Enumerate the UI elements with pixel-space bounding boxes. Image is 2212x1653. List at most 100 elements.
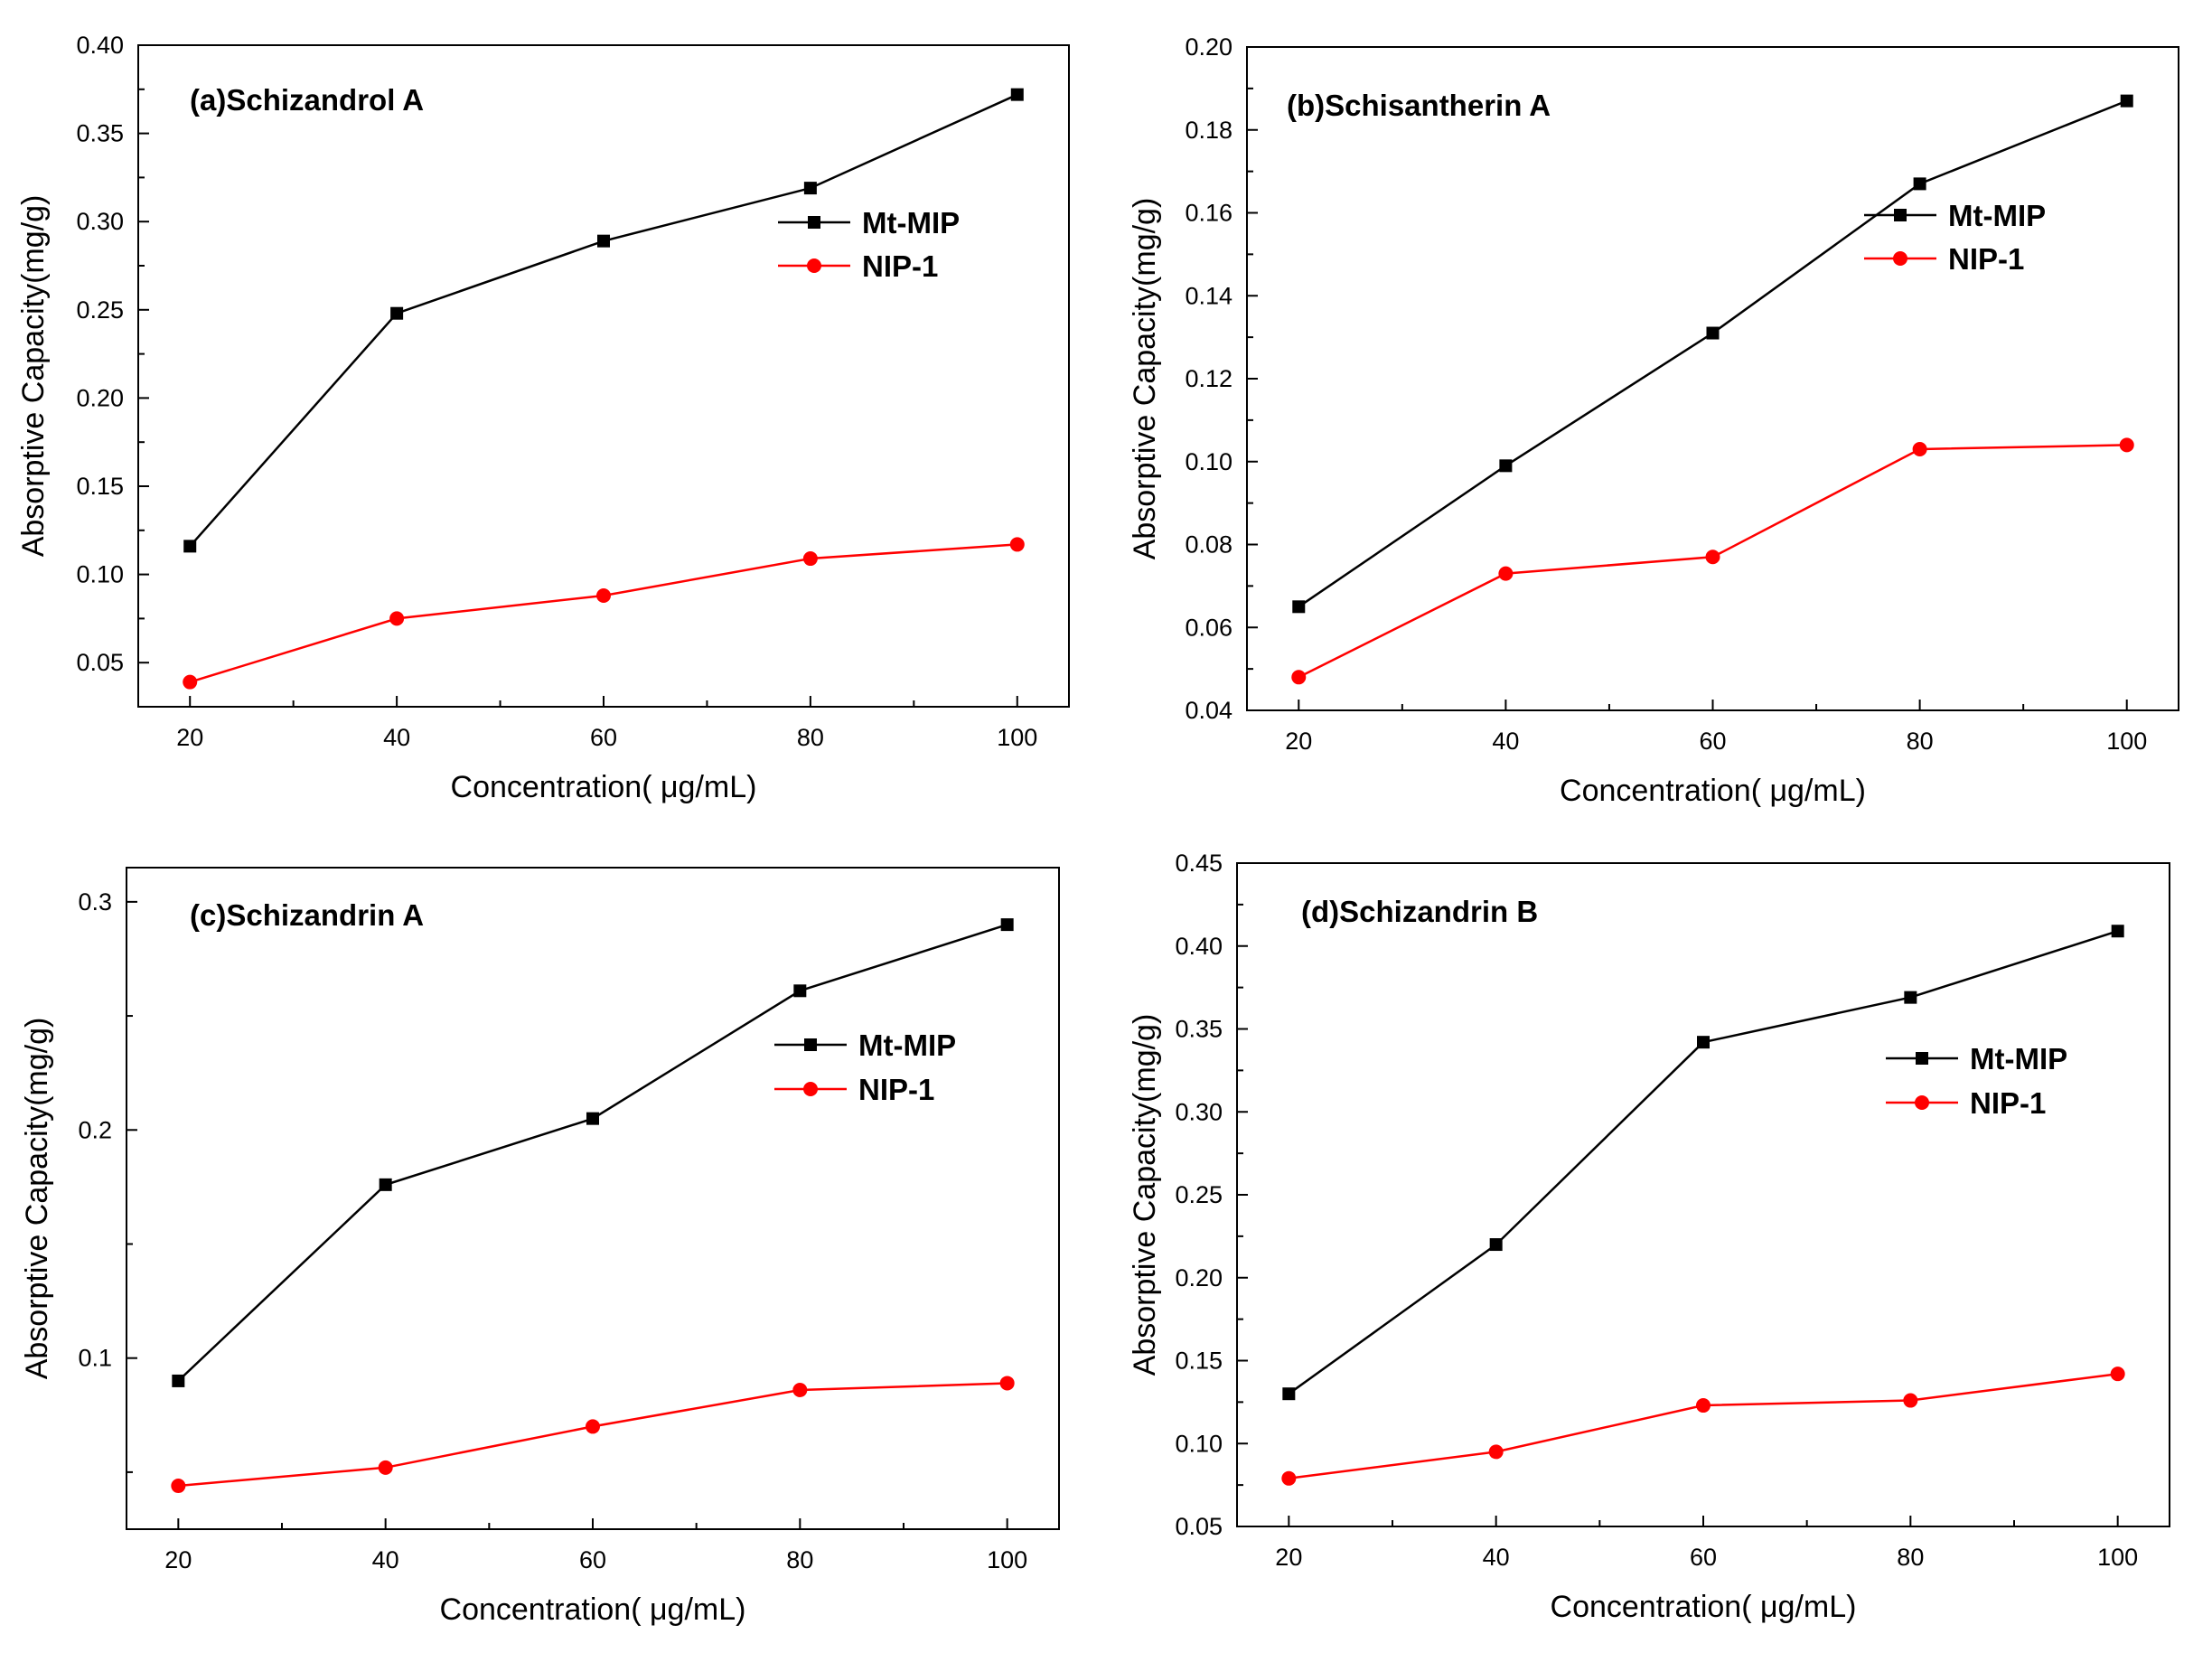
data-point-circle (171, 1479, 186, 1494)
data-point-square (793, 984, 807, 998)
legend-entry: Mt-MIP (1886, 1042, 2067, 1075)
data-point-circle (1498, 566, 1514, 581)
data-point-circle (183, 674, 198, 690)
series-nip-1 (171, 1376, 1015, 1494)
y-axis-title: Absorptive Capacity(mg/g) (1128, 198, 1162, 560)
data-point-square (1000, 918, 1014, 932)
series-line (189, 93, 1018, 548)
x-tick-label: 80 (786, 1546, 813, 1573)
x-tick-label: 20 (176, 724, 203, 751)
data-point-circle (1903, 1393, 1918, 1408)
y-tick-label: 0.30 (76, 208, 124, 235)
x-tick-label: 40 (372, 1546, 399, 1573)
legend-label: Mt-MIP (858, 1028, 956, 1062)
data-point-square (597, 234, 610, 248)
data-point-circle (1696, 1398, 1711, 1414)
x-tick-label: 60 (1699, 728, 1726, 755)
legend-label: NIP-1 (862, 249, 938, 283)
data-point-square (1913, 177, 1926, 191)
legend-label: Mt-MIP (1948, 199, 2046, 232)
legend-marker-square (804, 1038, 817, 1051)
data-point-square (379, 1178, 392, 1191)
data-point-square (1010, 88, 1024, 101)
chart-panel-2: 20 40 60 80 100 0.04 0.06 0.08 0.10 0.12 0.14 0.16 0… (1128, 33, 2179, 808)
legend-marker-square (1894, 209, 1907, 221)
y-tick-label: 0.40 (76, 32, 124, 59)
series-line (1289, 1372, 2118, 1480)
x-tick-label: 60 (1690, 1544, 1717, 1571)
x-axis-title: Concentration( μg/mL) (1551, 1590, 1857, 1624)
y-tick-label: 0.25 (1175, 1181, 1223, 1208)
series-line (1298, 99, 2128, 608)
y-axis-title: Absorptive Capacity(mg/g) (1128, 1014, 1162, 1376)
data-point-square (1697, 1036, 1710, 1049)
data-point-circle (1281, 1470, 1297, 1486)
data-point-circle (2119, 437, 2134, 453)
legend-entry: NIP-1 (774, 1073, 934, 1106)
x-tick-label: 100 (2097, 1544, 2138, 1571)
legend-label: Mt-MIP (1970, 1042, 2067, 1075)
y-tick-label: 0.2 (78, 1116, 112, 1143)
x-tick-label: 100 (997, 724, 1037, 751)
data-point-circle (1912, 441, 1927, 456)
legend-entry: NIP-1 (778, 249, 938, 283)
data-point-square (803, 182, 817, 195)
y-tick-label: 0.20 (76, 384, 124, 411)
y-axis-title: Absorptive Capacity(mg/g) (16, 195, 51, 558)
series-mt-mip (1292, 94, 2133, 614)
x-axis-title: Concentration( μg/mL) (440, 1592, 746, 1627)
y-tick-label: 0.30 (1175, 1098, 1223, 1125)
legend-marker-circle (1915, 1095, 1929, 1110)
legend-entry: NIP-1 (1886, 1086, 2046, 1120)
data-point-square (2120, 94, 2133, 108)
data-point-circle (1488, 1444, 1504, 1460)
chart-panel-1: 20 40 60 80 100 0.05 0.10 0.15 0.20 0.25 0.30 0.35 0… (16, 32, 1070, 804)
series-line (177, 923, 1008, 1382)
series-mt-mip (183, 88, 1024, 553)
chart-panel-4: 20 40 60 80 100 0.05 0.10 0.15 0.20 0.25 0.30 0.35 0… (1128, 850, 2170, 1624)
x-tick-label: 40 (1483, 1544, 1510, 1571)
panel-title: (c)Schizandrin A (190, 898, 424, 932)
legend-marker-circle (807, 258, 821, 273)
y-tick-label: 0.10 (1185, 448, 1233, 475)
y-tick-label: 0.08 (1185, 531, 1233, 559)
data-point-square (183, 540, 197, 553)
legend-label: Mt-MIP (862, 206, 960, 239)
x-tick-label: 20 (1285, 728, 1312, 755)
x-tick-label: 20 (1275, 1544, 1302, 1571)
series-line (1288, 930, 2119, 1395)
series-mt-mip (1282, 925, 2124, 1401)
series-line (178, 1382, 1008, 1488)
data-point-square (1489, 1238, 1503, 1252)
legend-entry: Mt-MIP (778, 206, 960, 239)
y-axis-title: Absorptive Capacity(mg/g) (20, 1018, 54, 1380)
y-tick-label: 0.15 (76, 473, 124, 500)
data-point-square (172, 1374, 185, 1387)
x-tick-label: 20 (164, 1546, 192, 1573)
y-tick-label: 0.3 (78, 888, 112, 916)
data-point-square (2111, 925, 2124, 938)
data-point-circle (389, 611, 405, 626)
y-tick-label: 0.25 (76, 296, 124, 324)
data-point-square (1904, 991, 1917, 1004)
y-tick-label: 0.18 (1185, 117, 1233, 144)
y-tick-label: 0.10 (76, 561, 124, 588)
data-point-circle (1009, 537, 1025, 552)
data-point-circle (999, 1376, 1015, 1391)
y-tick-label: 0.14 (1185, 282, 1233, 309)
y-tick-label: 0.35 (1175, 1016, 1223, 1043)
y-tick-label: 0.20 (1185, 33, 1233, 61)
data-point-circle (596, 588, 611, 604)
data-point-circle (802, 551, 818, 567)
legend-entry: Mt-MIP (774, 1028, 956, 1062)
series-nip-1 (1291, 437, 2134, 685)
data-point-circle (1291, 670, 1307, 685)
legend-entry: NIP-1 (1864, 242, 2024, 276)
chart-panel-3: 20 40 60 80 100 0.1 0.2 0.3 Concentration( μg/mL… (20, 867, 1060, 1627)
panel-title: (a)Schizandrol A (190, 83, 424, 117)
x-tick-label: 80 (797, 724, 824, 751)
data-point-square (1499, 459, 1513, 473)
x-tick-label: 60 (590, 724, 617, 751)
panel-title: (b)Schisantherin A (1287, 89, 1551, 122)
